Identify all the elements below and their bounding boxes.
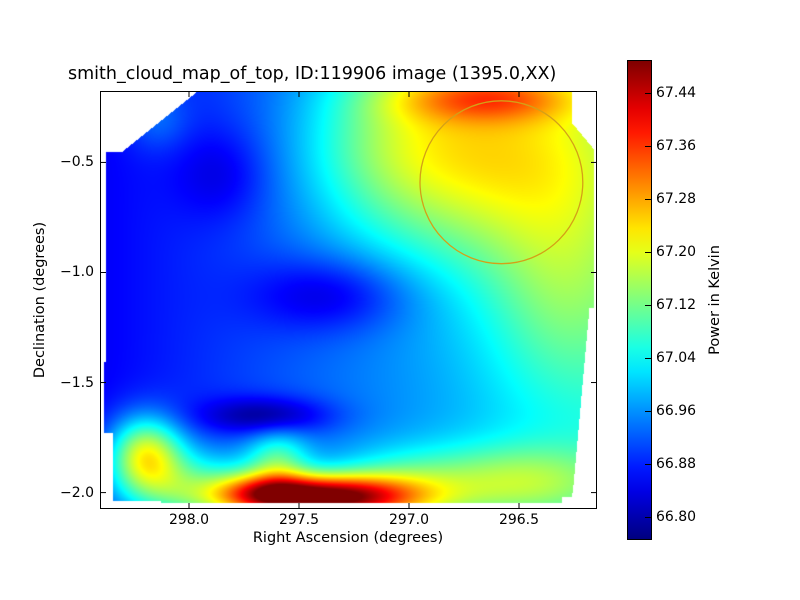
- heatmap-image: [101, 92, 596, 508]
- region-circle: [419, 100, 584, 265]
- colorbar-tick-label: 67.12: [656, 296, 697, 313]
- colorbar-tick-label: 67.36: [656, 138, 697, 155]
- colorbar-tick-mark: [645, 410, 651, 412]
- axes-overlay: [101, 92, 596, 508]
- x-tick-label: 298.0: [168, 512, 210, 528]
- colorbar-tick-mark: [645, 304, 651, 306]
- y-tick-label: −2.0: [60, 484, 94, 501]
- plot-title: smith_cloud_map_of_top, ID:119906 image …: [68, 64, 557, 84]
- colorbar-tick-mark: [645, 199, 651, 201]
- y-tick-label: −0.5: [60, 154, 94, 171]
- x-axis-label: Right Ascension (degrees): [252, 530, 444, 546]
- colorbar-tick-label: 66.88: [656, 455, 697, 472]
- colorbar-tick-label: 67.28: [656, 191, 697, 208]
- colorbar: [627, 60, 652, 540]
- colorbar-tick-mark: [645, 516, 651, 518]
- x-tick-label: 297.0: [388, 512, 430, 528]
- colorbar-tick-label: 66.96: [656, 402, 697, 419]
- colorbar-tick-label: 67.04: [656, 349, 697, 366]
- y-axis-label: Declination (degrees): [32, 221, 48, 379]
- colorbar-tick-label: 66.80: [656, 508, 697, 525]
- colorbar-tick-mark: [645, 252, 651, 253]
- x-tick-label: 296.5: [498, 512, 540, 528]
- colorbar-tick-label: 67.44: [656, 85, 697, 102]
- colorbar-tick-mark: [645, 93, 651, 95]
- colorbar-tick-mark: [645, 357, 651, 359]
- colorbar-tick-label: 67.20: [656, 244, 697, 260]
- heatmap-axes: [100, 91, 597, 509]
- x-tick-label: 297.5: [278, 512, 320, 528]
- colorbar-tick-mark: [645, 463, 651, 465]
- y-tick-label: −1.5: [60, 374, 94, 391]
- colorbar-tick-mark: [645, 146, 651, 148]
- y-tick-label: −1.0: [60, 264, 94, 281]
- colorbar-label: Power in Kelvin: [707, 245, 723, 355]
